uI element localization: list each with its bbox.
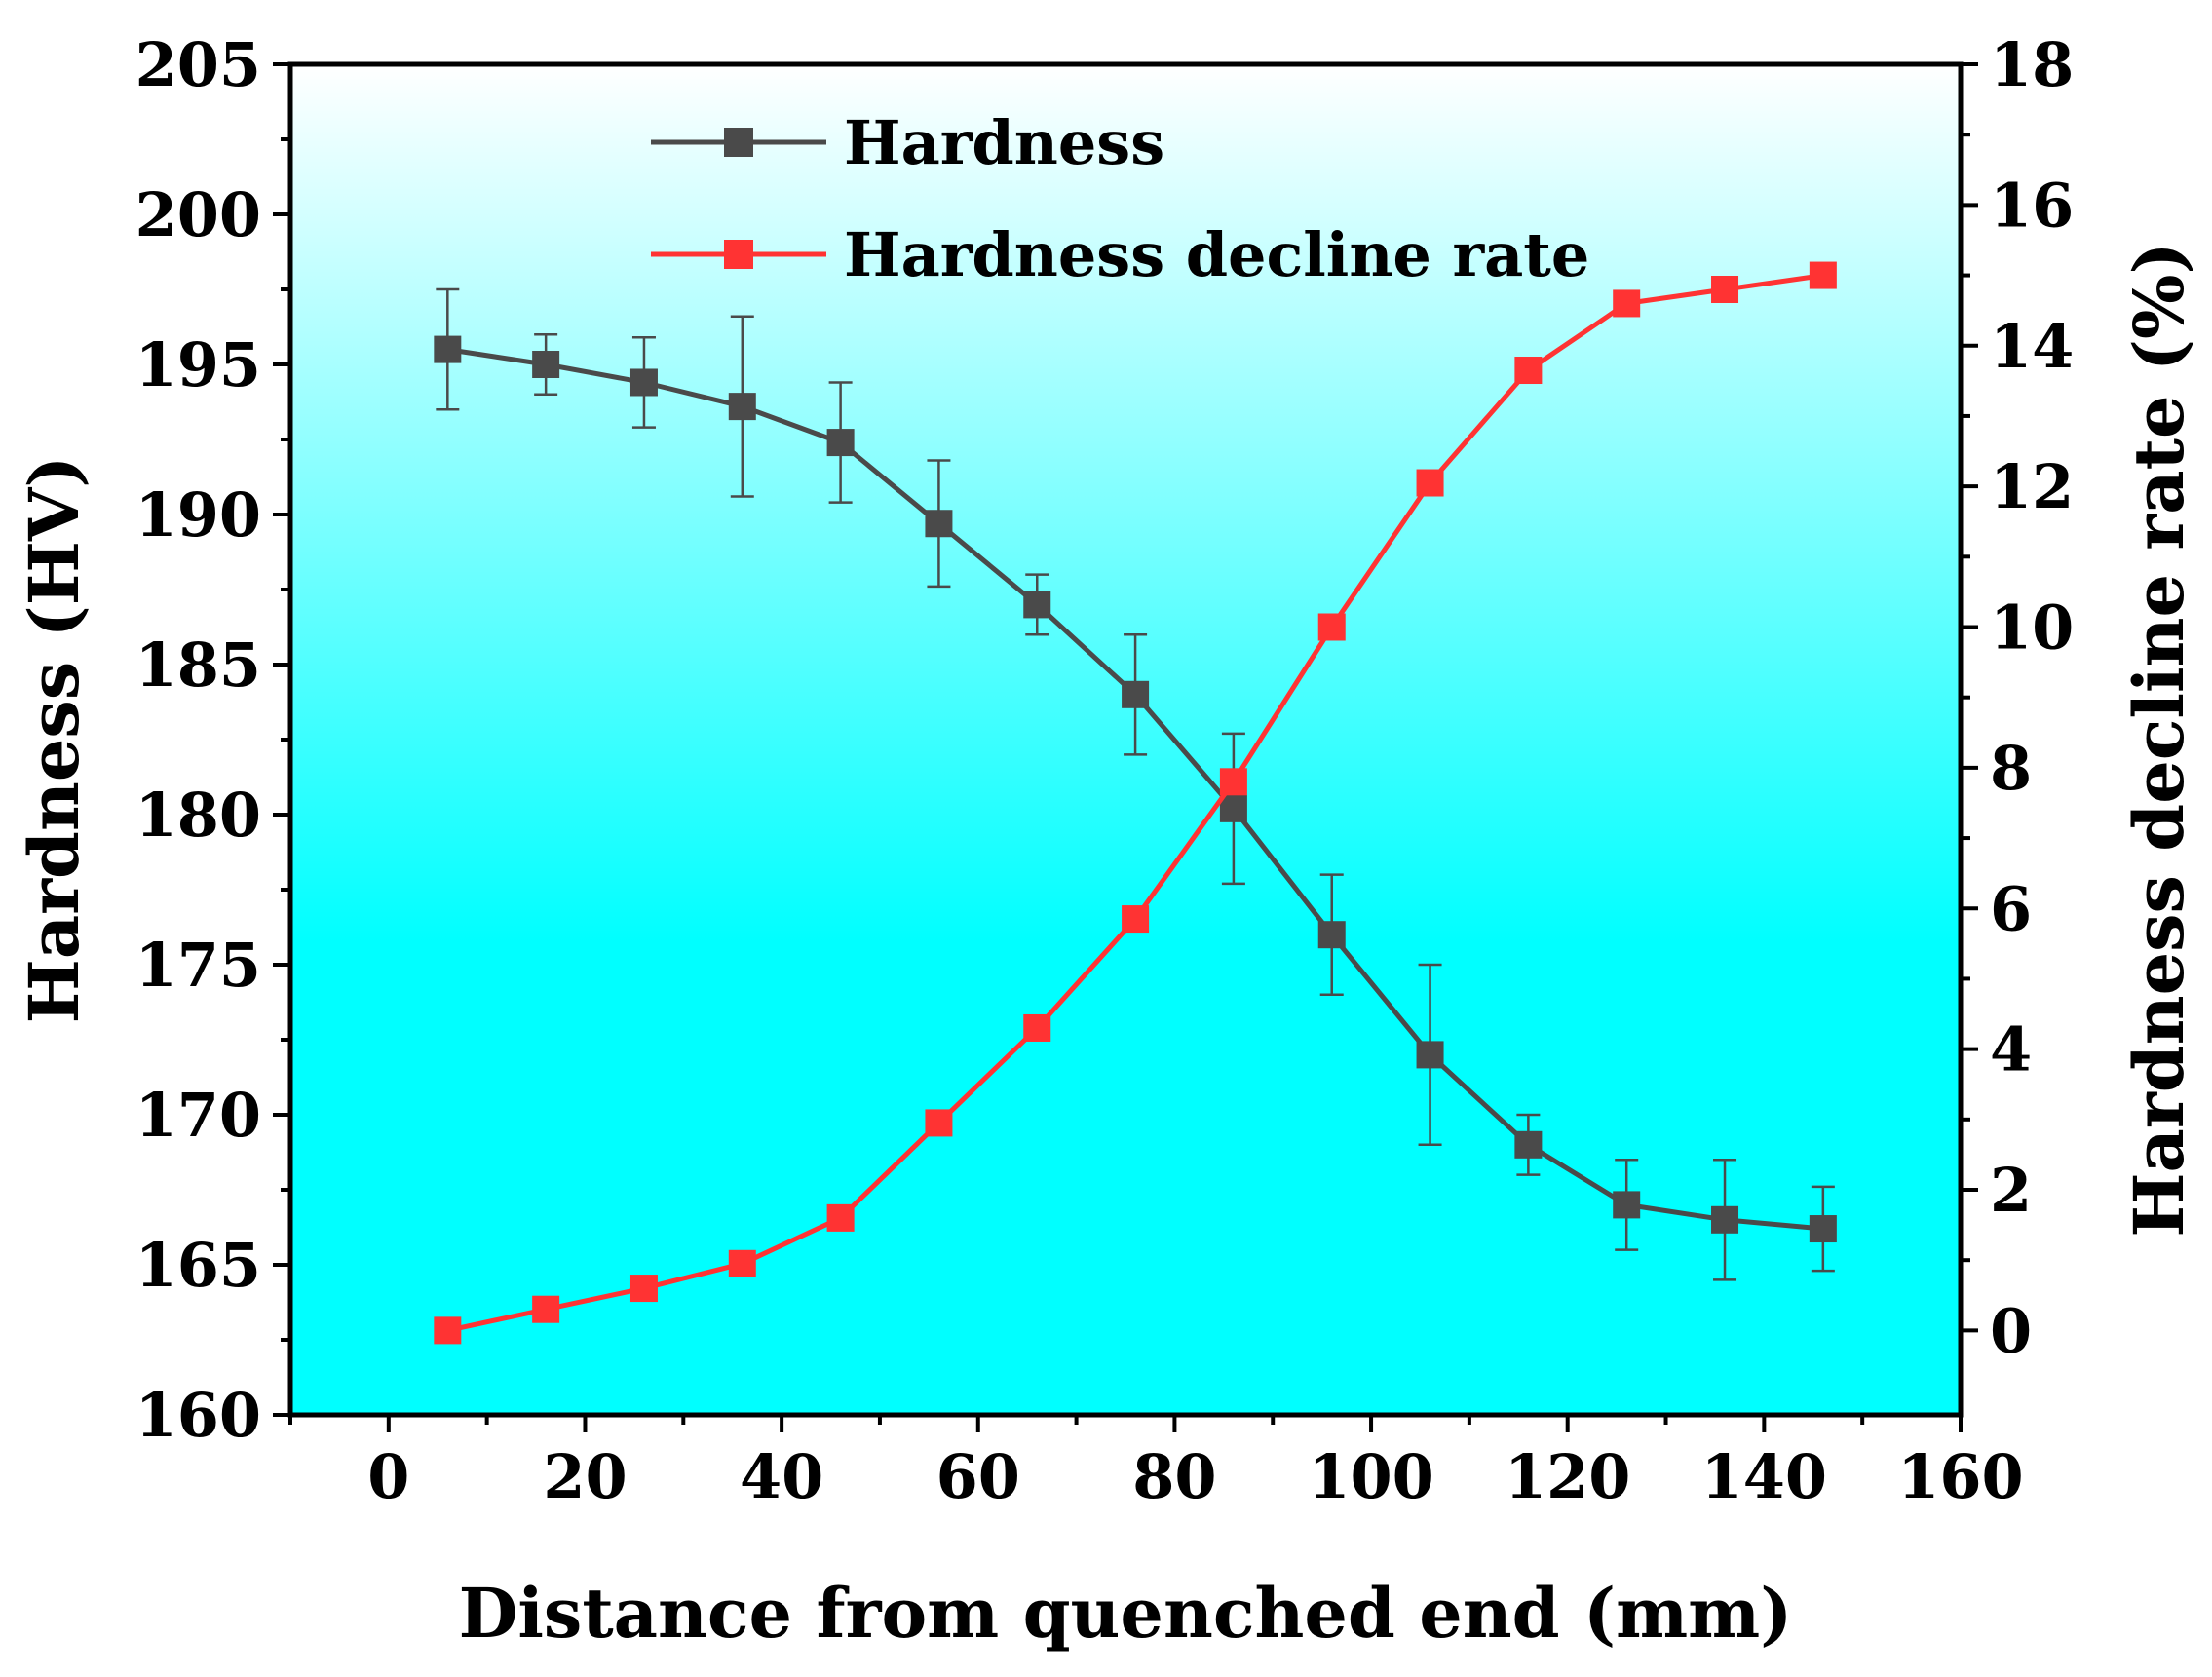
legend-marker-decline-rate xyxy=(724,240,753,269)
y-right-tick-label: 2 xyxy=(1990,1155,2032,1226)
x-tick-label: 140 xyxy=(1701,1441,1827,1512)
hardness-point xyxy=(434,335,462,363)
hardness-decline-rate-point xyxy=(728,1249,756,1277)
hardness-point xyxy=(1023,591,1051,619)
x-tick-label: 120 xyxy=(1505,1441,1630,1512)
hardness-decline-rate-point xyxy=(826,1203,855,1232)
hardness-point xyxy=(532,351,560,378)
series-layer xyxy=(434,261,1837,1345)
hardness-point xyxy=(728,393,756,421)
hardness-decline-rate-point xyxy=(1219,768,1247,796)
y-left-tick-label: 185 xyxy=(135,629,261,701)
hardness-decline-rate-point xyxy=(1514,357,1543,385)
y-right-tick-label: 0 xyxy=(1990,1295,2032,1366)
y-left-tick-label: 180 xyxy=(135,780,261,851)
hardness-point xyxy=(1613,1191,1641,1219)
y-right-tick-label: 8 xyxy=(1990,733,2032,804)
hardness-decline-rate-point xyxy=(434,1316,462,1345)
y-left-tick-label: 190 xyxy=(135,479,261,551)
hardness-point xyxy=(925,510,953,538)
y-left-axis-ticks: 160 165 170 175 180 185 190 195 200 205 xyxy=(135,29,290,1451)
y-left-tick-label: 195 xyxy=(135,329,261,400)
x-tick-label: 160 xyxy=(1897,1441,2023,1512)
y-left-axis-title: Hardness (HV) xyxy=(14,456,95,1024)
x-tick-label: 80 xyxy=(1132,1441,1216,1512)
legend-label-hardness: Hardness xyxy=(844,107,1164,178)
y-left-tick-label: 175 xyxy=(135,930,261,1001)
hardness-decline-rate-point xyxy=(1416,469,1444,497)
hardness-point xyxy=(1711,1205,1739,1234)
x-tick-label: 20 xyxy=(543,1441,627,1512)
y-right-tick-label: 10 xyxy=(1990,592,2074,664)
x-tick-label: 0 xyxy=(367,1441,409,1512)
hardness-decline-rate-point xyxy=(1023,1013,1051,1042)
hardness-decline-rate-point xyxy=(1613,289,1641,318)
hardness-decline-rate-point xyxy=(629,1275,658,1303)
x-tick-label: 100 xyxy=(1308,1441,1433,1512)
hardness-point xyxy=(629,368,658,397)
y-left-tick-label: 205 xyxy=(135,29,261,100)
hardness-decline-rate-point xyxy=(1809,261,1837,289)
x-axis-ticks: 0 20 40 60 80 100 120 140 160 xyxy=(288,1415,2024,1512)
x-tick-label: 60 xyxy=(936,1441,1020,1512)
y-right-axis-title: Hardness decline rate (%) xyxy=(2118,242,2199,1237)
y-right-tick-label: 12 xyxy=(1990,451,2074,522)
y-right-tick-label: 14 xyxy=(1990,311,2074,382)
y-right-axis-ticks: 0 2 4 6 8 10 12 14 16 18 xyxy=(1961,29,2074,1366)
x-axis-title: Distance from quenched end (mm) xyxy=(459,1573,1793,1654)
hardness-point xyxy=(1514,1130,1543,1159)
y-right-tick-label: 18 xyxy=(1990,29,2074,100)
y-right-tick-label: 4 xyxy=(1990,1014,2032,1086)
x-tick-label: 40 xyxy=(740,1441,823,1512)
legend: Hardness Hardness decline rate xyxy=(651,107,1589,290)
y-right-tick-label: 6 xyxy=(1990,873,2032,944)
legend-marker-hardness xyxy=(724,128,753,157)
y-left-tick-label: 160 xyxy=(135,1380,261,1451)
hardness-decline-rate-point xyxy=(1711,276,1739,303)
hardness-point xyxy=(1416,1041,1444,1069)
y-left-tick-label: 170 xyxy=(135,1080,261,1151)
hardness-point xyxy=(1317,921,1346,949)
hardness-point xyxy=(826,429,855,457)
hardness-point xyxy=(1122,680,1150,708)
plot-background xyxy=(290,64,1961,1415)
legend-label-decline-rate: Hardness decline rate xyxy=(844,219,1589,290)
hardness-decline-rate-point xyxy=(532,1295,560,1323)
hardness-decline-rate-point xyxy=(1317,613,1346,641)
hardness-point xyxy=(1809,1215,1837,1243)
hardness-point xyxy=(1219,794,1247,822)
y-left-tick-label: 165 xyxy=(135,1230,261,1301)
y-right-tick-label: 16 xyxy=(1990,170,2074,241)
y-left-tick-label: 200 xyxy=(135,179,261,250)
hardness-decline-rate-point xyxy=(925,1109,953,1137)
hardness-decline-rate-point xyxy=(1122,905,1150,934)
